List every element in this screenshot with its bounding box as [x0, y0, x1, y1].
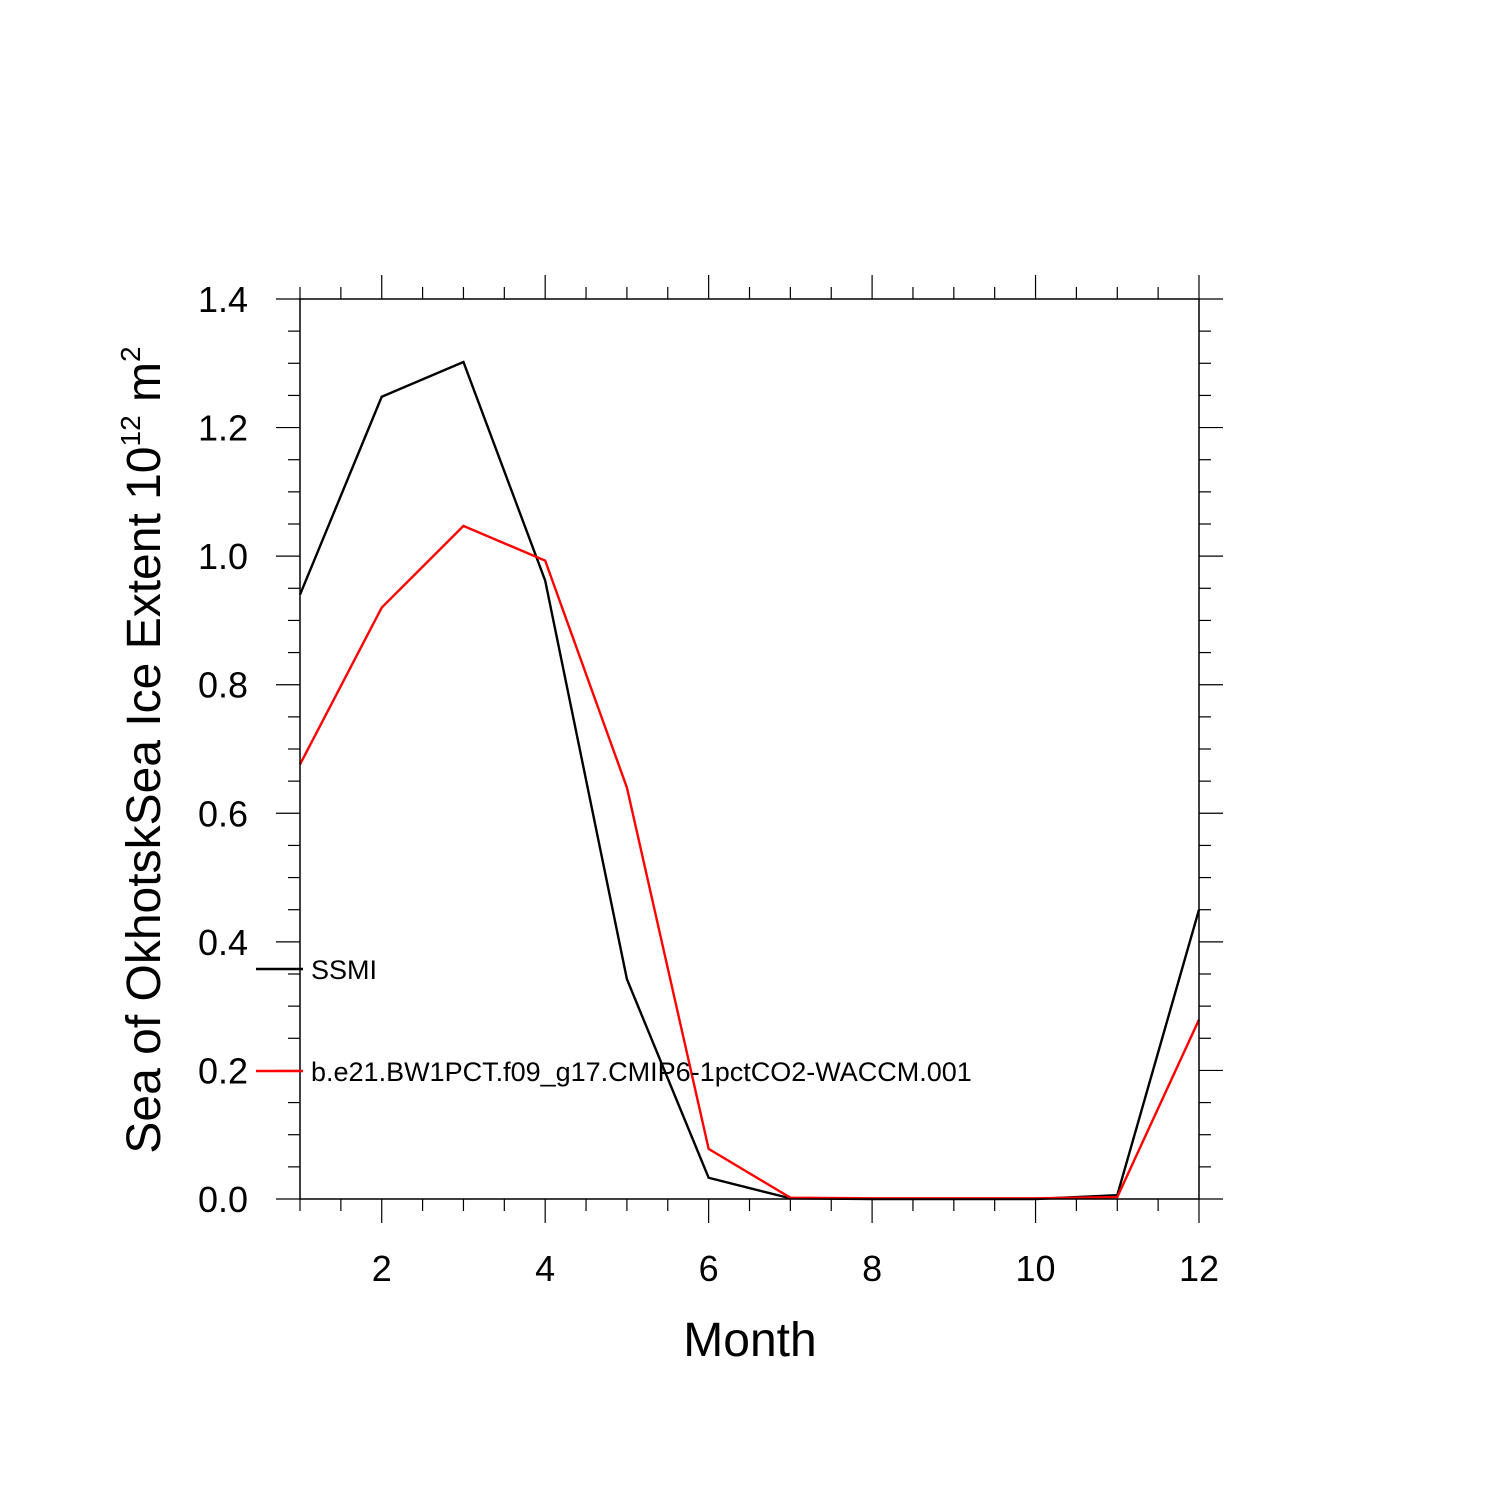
y-tick-label: 0.4 [198, 922, 248, 963]
x-tick-label: 4 [535, 1248, 555, 1289]
x-tick-label: 8 [862, 1248, 882, 1289]
x-tick-label: 2 [372, 1248, 392, 1289]
y-tick-labels: 0.0 0.2 0.4 0.6 0.8 1.0 1.2 1.4 [198, 279, 248, 1220]
y-tick-label: 1.2 [198, 408, 248, 449]
y-axis-title-exponent: 12 [115, 415, 146, 446]
plot-frame [299, 298, 1200, 1200]
x-tick-label: 12 [1179, 1248, 1219, 1289]
y-tick-label: 0.6 [198, 793, 248, 834]
x-axis-title: Month [683, 1314, 816, 1367]
x-tick-label: 10 [1016, 1248, 1056, 1289]
y-axis-title-unit: m [118, 362, 171, 415]
y-tick-label: 1.4 [198, 279, 248, 320]
x-tick-label: 6 [699, 1248, 719, 1289]
y-axis-title-base: Sea of OkhotskSea Ice Extent 10 [118, 446, 171, 1153]
y-axis-title: Sea of OkhotskSea Ice Extent 1012 m2 [115, 346, 171, 1153]
y-tick-label: 1.0 [198, 536, 248, 577]
x-tick-labels: 2 4 6 8 10 12 [372, 1248, 1219, 1289]
y-axis-title-unit-exponent: 2 [115, 346, 146, 362]
legend-label-1: SSMI [311, 955, 377, 985]
series-line-2 [298, 524, 1201, 1200]
legend: SSMI b.e21.BW1PCT.f09_g17.CMIP6-1pctCO2-W… [256, 955, 972, 1087]
y-tick-label: 0.0 [198, 1179, 248, 1220]
y-tick-label: 0.8 [198, 665, 248, 706]
minor-ticks [288, 287, 1211, 1211]
legend-label-2: b.e21.BW1PCT.f09_g17.CMIP6-1pctCO2-WACCM… [311, 1057, 972, 1087]
major-ticks [276, 275, 1223, 1223]
y-tick-label: 0.2 [198, 1050, 248, 1091]
